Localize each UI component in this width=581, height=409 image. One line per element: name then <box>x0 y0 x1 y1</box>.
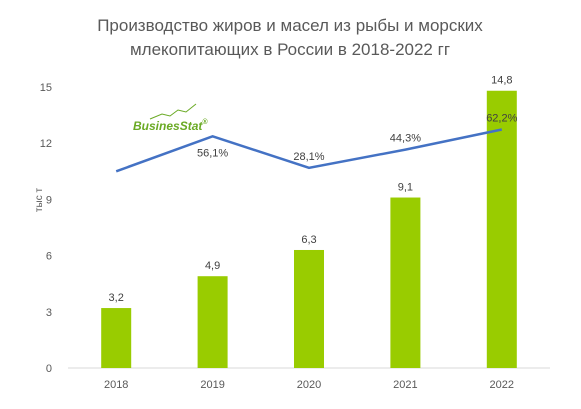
brand-logo-swoosh <box>149 103 197 120</box>
y-axis-ticks: 0 3 6 9 12 15 <box>40 82 52 375</box>
bar <box>486 90 517 368</box>
growth-value-label: 56,1% <box>197 147 228 159</box>
bar-labels: 3,2 4,9 6,3 9,1 14,8 <box>109 75 513 304</box>
x-axis-ticks: 2018 2019 2020 2021 2022 <box>104 379 514 391</box>
bar <box>197 276 228 368</box>
y-tick-label: 6 <box>46 251 52 263</box>
growth-labels: 56,1% 28,1% 44,3% 62,2% <box>197 112 518 162</box>
chart-title: Производство жиров и масел из рыбы и мор… <box>97 16 483 59</box>
brand-logo-mark: ® <box>202 118 208 126</box>
x-tick-label: 2022 <box>490 379 514 391</box>
x-tick-label: 2019 <box>200 379 224 391</box>
y-tick-label: 9 <box>46 194 52 206</box>
x-tick-label: 2021 <box>393 379 417 391</box>
bar-value-label: 3,2 <box>109 292 124 304</box>
bar <box>390 197 421 368</box>
x-tick-label: 2018 <box>104 379 128 391</box>
bar-value-label: 9,1 <box>398 182 413 194</box>
growth-line <box>115 128 503 173</box>
y-tick-label: 0 <box>46 363 52 375</box>
chart-title-line-2: млекопитающих в России в 2018-2022 гг <box>130 40 450 59</box>
growth-value-label: 44,3% <box>390 133 421 145</box>
bar-value-label: 14,8 <box>491 75 512 87</box>
brand-logo: BusinesStat® <box>133 103 208 133</box>
chart-title-line-1: Производство жиров и масел из рыбы и мор… <box>97 16 483 35</box>
brand-logo-part-b: Stat <box>180 119 204 133</box>
bar <box>294 249 324 368</box>
y-tick-label: 15 <box>40 82 52 94</box>
growth-value-label: 28,1% <box>293 151 324 163</box>
brand-logo-text: BusinesStat® <box>133 118 208 133</box>
bars <box>101 90 517 368</box>
y-axis-label: тыс т <box>34 188 45 213</box>
brand-logo-part-a: Busines <box>133 119 180 133</box>
growth-value-label: 62,2% <box>486 112 517 124</box>
y-tick-label: 3 <box>46 307 52 319</box>
bar <box>101 308 132 368</box>
y-tick-label: 12 <box>40 138 52 150</box>
bar-value-label: 6,3 <box>301 234 316 246</box>
x-tick-label: 2020 <box>297 379 321 391</box>
bar-value-label: 4,9 <box>205 260 220 272</box>
